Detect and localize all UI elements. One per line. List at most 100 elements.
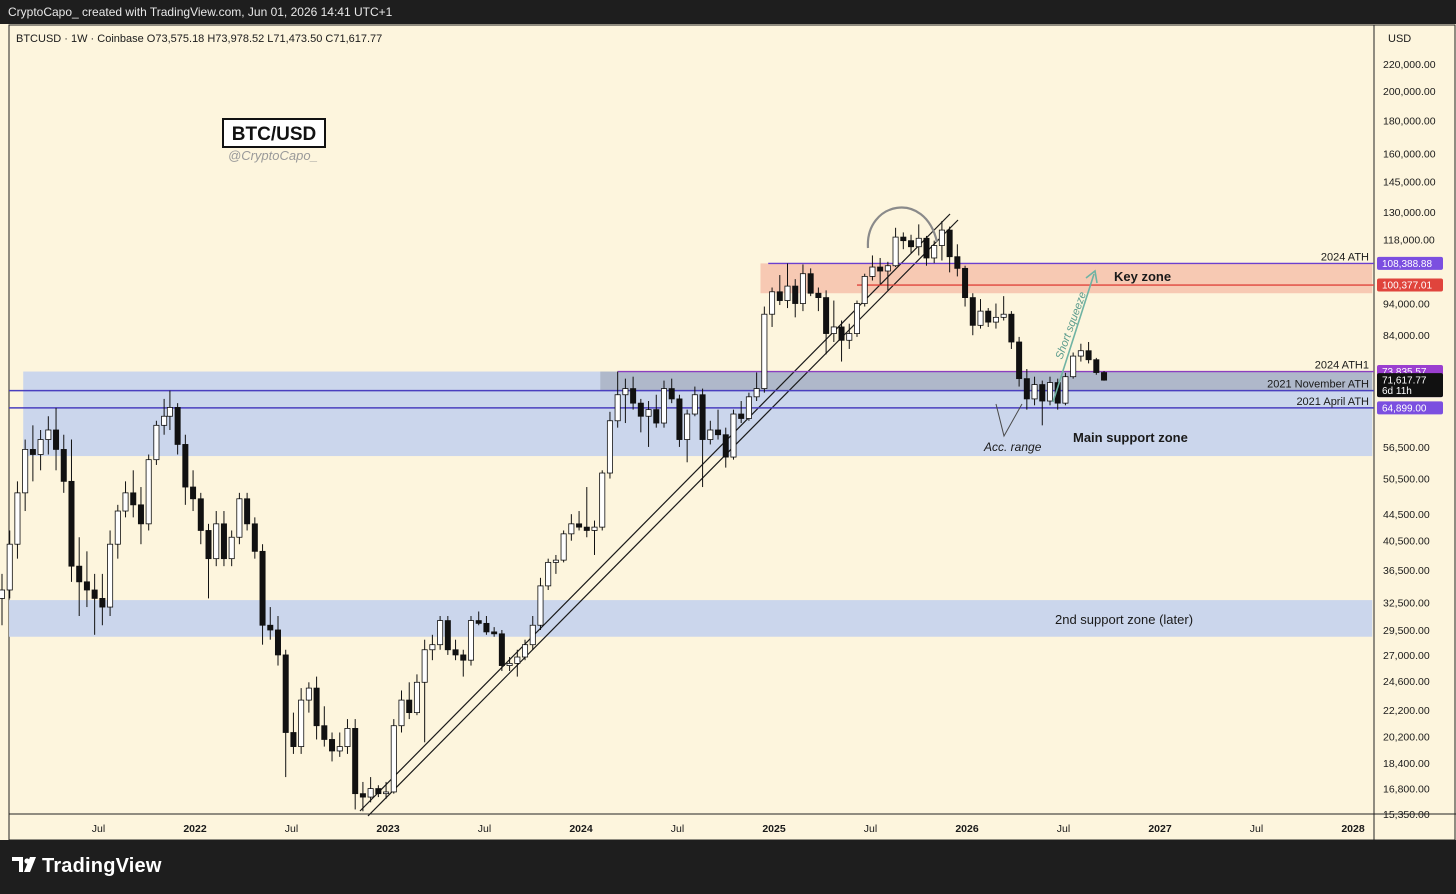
price-tags: 108,388.88100,377.0173,835.5769,000.0064…	[1377, 256, 1443, 414]
candle	[923, 235, 930, 266]
levels-layer: 2024 ATH 2024 ATH1 2021 November ATH 2021 A…	[9, 251, 1374, 409]
candle-body	[715, 429, 722, 436]
candle	[946, 226, 953, 273]
candle-body	[699, 394, 706, 440]
candle	[552, 554, 559, 574]
candle	[336, 732, 343, 757]
2021-april-ath-tag: 64,899.00	[1382, 403, 1427, 414]
candle	[290, 712, 297, 754]
candle	[1000, 296, 1007, 321]
candle	[45, 416, 52, 455]
credit-text: CryptoCapo_ created with TradingView.com…	[8, 5, 393, 19]
candle-body	[290, 732, 297, 747]
candle-body	[244, 498, 251, 525]
candle	[259, 544, 266, 645]
candle	[684, 409, 691, 463]
candle-body	[722, 434, 729, 458]
price-tick-label: 160,000.00	[1383, 149, 1436, 161]
candle	[359, 781, 366, 812]
candle-body	[830, 326, 837, 334]
time-tick-label: 2028	[1341, 823, 1365, 835]
candle	[761, 306, 768, 393]
time-tick-label: 2023	[376, 823, 400, 835]
candle-body	[421, 649, 428, 683]
candle-body	[931, 245, 938, 259]
price-tick-label: 20,200.00	[1383, 732, 1430, 744]
candle-body	[506, 662, 513, 666]
candle	[614, 371, 621, 428]
candle-body	[977, 310, 984, 326]
candle-body	[923, 237, 930, 259]
candle-body	[900, 236, 907, 242]
candle-body	[398, 699, 405, 727]
candle-body	[329, 739, 336, 752]
candle-body	[29, 449, 36, 455]
candle	[53, 407, 60, 471]
candle-body	[236, 498, 243, 538]
candle	[282, 649, 289, 778]
price-tick-label: 44,500.00	[1383, 509, 1430, 521]
candle-body	[197, 498, 204, 531]
candle-body	[568, 523, 575, 535]
candle	[807, 268, 814, 297]
candle-body	[599, 472, 606, 528]
time-tick-label: Jul	[285, 823, 298, 835]
candle-body	[745, 396, 752, 419]
candle-body	[68, 480, 75, 567]
candle-body	[622, 388, 629, 396]
candle	[823, 290, 830, 355]
tradingview-brand: TradingView	[42, 855, 162, 877]
candle-body	[637, 402, 644, 417]
candle	[846, 323, 853, 349]
candles-layer	[0, 220, 1108, 812]
candle	[630, 376, 637, 410]
candle	[514, 649, 521, 677]
candle-body	[676, 398, 683, 440]
candle-body	[107, 543, 114, 608]
candle-body	[6, 543, 13, 591]
candle-body	[444, 620, 451, 651]
candle-body	[367, 788, 374, 798]
candle	[60, 434, 67, 493]
candle-body	[498, 633, 505, 666]
candle	[174, 403, 181, 455]
candle	[560, 530, 567, 563]
candle-body	[83, 581, 90, 591]
candle	[900, 232, 907, 250]
candle-body	[1070, 355, 1077, 378]
candle-body	[282, 654, 289, 733]
candle	[367, 777, 374, 803]
price-tick-label: 24,600.00	[1383, 676, 1430, 688]
candle-body	[190, 486, 197, 500]
candle	[606, 411, 613, 479]
candle-body	[753, 388, 760, 398]
candle	[1031, 376, 1038, 406]
candle-body	[45, 429, 52, 440]
candle-body	[383, 791, 390, 795]
ath-band-rect	[600, 371, 1373, 391]
time-tick-label: Jul	[92, 823, 105, 835]
candle	[383, 781, 390, 799]
price-chart[interactable]: 2024 ATH 2024 ATH1 2021 November ATH 2021 A…	[0, 24, 1456, 840]
2024-ath1-tag: 73,835.57	[1382, 367, 1427, 378]
watermark-title: BTC/USD	[232, 124, 316, 145]
candle-body	[60, 449, 67, 482]
candle	[884, 261, 891, 291]
candle-body	[259, 550, 266, 626]
candle	[954, 244, 961, 277]
candle	[653, 394, 660, 428]
candle-body	[1077, 350, 1084, 357]
candle-body	[99, 597, 106, 608]
time-axis: Jul 2022 Jul 2023 Jul 2024 Jul 2025 Jul 2026 Jul 20…	[92, 823, 1365, 835]
candle-body	[946, 229, 953, 258]
candle	[166, 390, 173, 430]
candle-body	[938, 229, 945, 246]
candle-body	[884, 265, 891, 272]
candle	[153, 420, 160, 465]
candle-body	[375, 788, 382, 795]
candle-body	[1093, 359, 1100, 373]
candle-body	[614, 394, 621, 422]
2021-november-ath-label: 2021 November ATH	[1267, 379, 1369, 391]
candle-body	[76, 565, 83, 583]
candle	[1085, 342, 1092, 364]
